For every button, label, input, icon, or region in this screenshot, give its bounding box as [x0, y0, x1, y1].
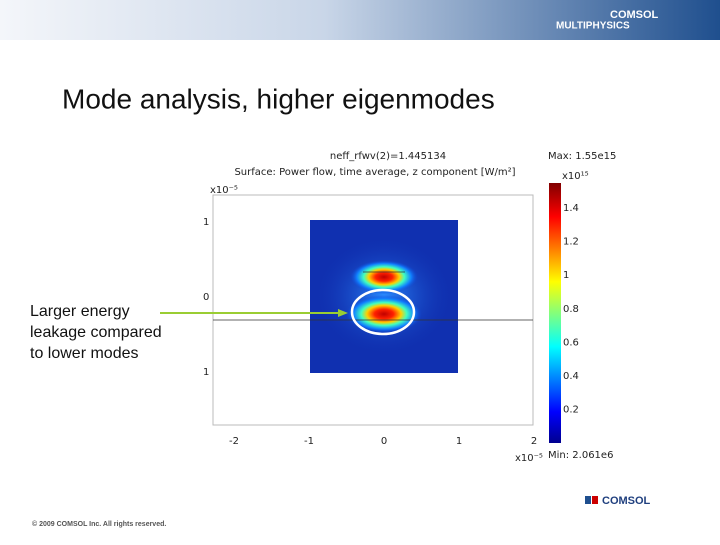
x-tick-label: 0	[381, 436, 387, 447]
header-bar	[0, 0, 720, 40]
footer-logo-mark	[592, 496, 598, 504]
x-tick-label: -1	[304, 436, 314, 447]
colorbar-max: Max: 1.55e15	[548, 151, 616, 162]
colorbar-tick-label: 0.8	[563, 304, 579, 315]
copyright: © 2009 COMSOL Inc. All rights reserved.	[32, 520, 166, 528]
y-tick-label: 1	[203, 367, 209, 378]
colorbar-tick-label: 1	[563, 270, 569, 281]
highlight-ellipse	[350, 288, 416, 336]
plot-title: neff_rfwv(2)=1.445134	[330, 151, 446, 162]
hotspot	[346, 295, 422, 333]
hotspot	[350, 260, 418, 294]
annotation: Larger energy leakage compared to lower mo…	[30, 303, 162, 362]
colorbar	[549, 183, 561, 443]
colorbar-tick-label: 0.2	[563, 405, 579, 416]
colorbar-tick-label: 0.6	[563, 337, 579, 348]
colorbar-tick-label: 1.4	[563, 203, 579, 214]
x-tick-label: 2	[531, 436, 537, 447]
plot-subtitle: Surface: Power flow, time average, z com…	[234, 167, 515, 178]
colorbar-tick-label: 0.4	[563, 371, 579, 382]
header-logo: COMSOL	[610, 9, 659, 21]
colorbar-min: Min: 2.061e6	[548, 450, 613, 461]
colorbar-tick-label: 1.2	[563, 237, 579, 248]
y-tick-label: 0	[203, 292, 209, 303]
arrow-head	[338, 309, 348, 317]
x-tick-label: -2	[229, 436, 239, 447]
x-tick-label: 1	[456, 436, 462, 447]
footer-logo: COMSOL	[602, 495, 651, 507]
header-logo: MULTIPHYSICS	[556, 21, 630, 32]
x-exponent: x10⁻⁵	[515, 453, 543, 464]
footer-logo-mark	[585, 496, 591, 504]
colorbar-exponent: x10¹⁵	[562, 171, 589, 182]
y-exponent: x10⁻⁵	[210, 185, 238, 196]
slide-title: Mode analysis, higher eigenmodes	[62, 83, 495, 114]
y-tick-label: 1	[203, 217, 209, 228]
